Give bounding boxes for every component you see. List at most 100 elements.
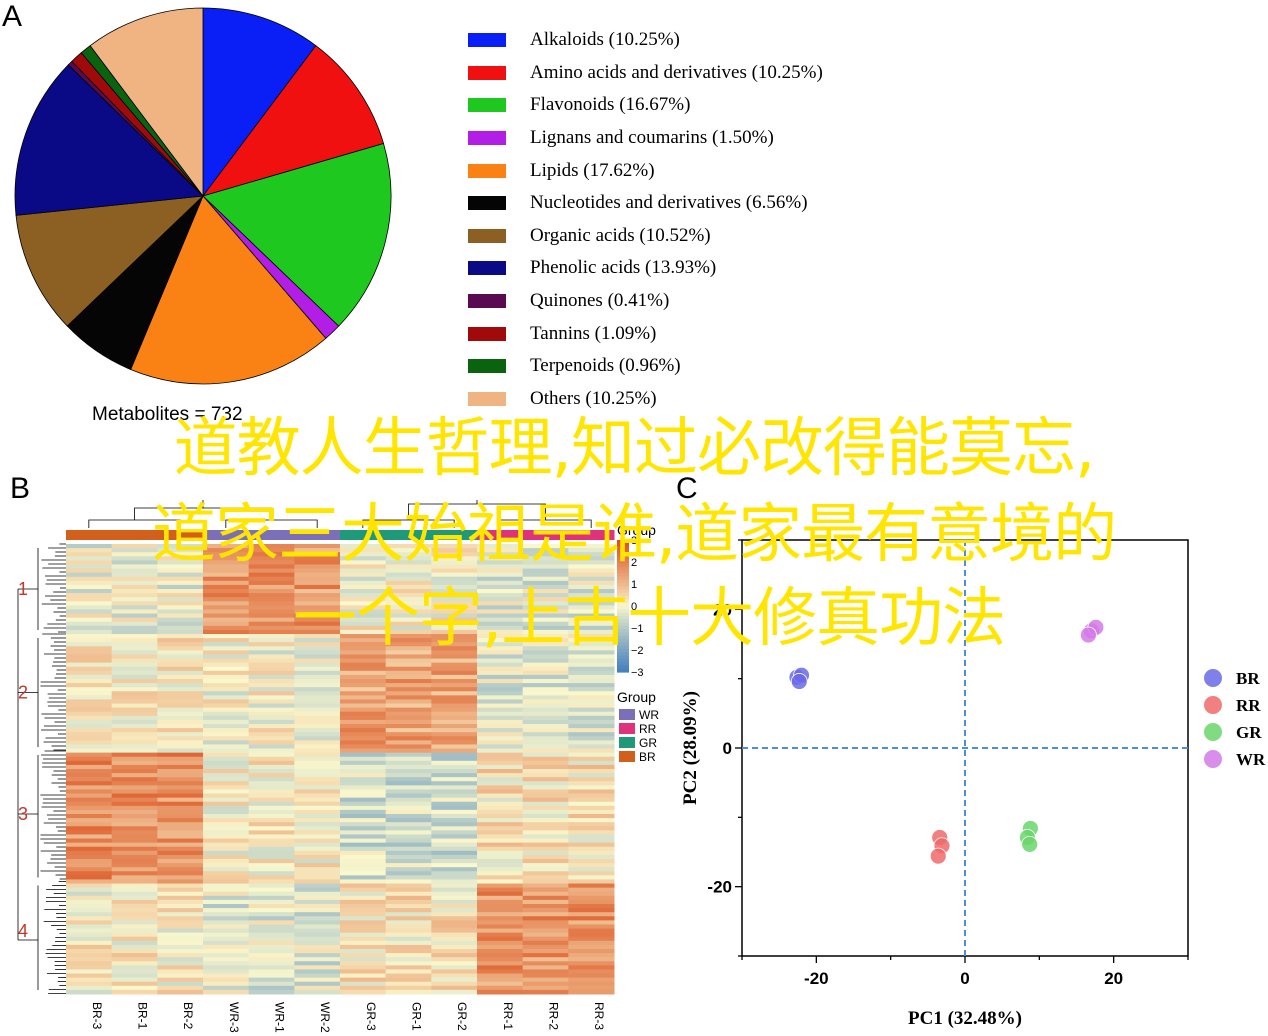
heatmap-cell — [568, 944, 615, 950]
heatmap-cell — [203, 576, 250, 582]
heatmap-cell — [294, 683, 341, 688]
heatmap-cell — [203, 732, 250, 737]
heatmap-cell — [568, 916, 615, 921]
heatmap-cell — [203, 961, 250, 966]
heatmap-cell — [522, 642, 569, 647]
heatmap-cell — [248, 793, 295, 799]
heatmap-cell — [111, 728, 158, 733]
heatmap-cell — [111, 654, 158, 660]
heatmap-cell — [294, 781, 341, 786]
color-scale-step — [617, 658, 629, 663]
heatmap-cell — [431, 568, 478, 574]
heatmap-cell — [477, 846, 524, 852]
heatmap-cell — [66, 863, 113, 868]
heatmap-cell — [340, 805, 387, 811]
y-tick-label: 20 — [713, 600, 732, 619]
heatmap-cell — [522, 683, 569, 688]
heatmap-cell — [477, 736, 524, 741]
heatmap-cell — [111, 916, 158, 921]
heatmap-cell — [340, 957, 387, 962]
panel-label-a: A — [2, 0, 23, 33]
heatmap-cell — [568, 760, 615, 766]
heatmap-cell — [477, 568, 524, 574]
heatmap-cell — [477, 691, 524, 696]
heatmap-cell — [477, 719, 524, 725]
heatmap-cell — [522, 895, 569, 901]
color-scale-step — [617, 665, 629, 670]
heatmap-cell — [203, 593, 250, 598]
heatmap-cell — [203, 826, 250, 831]
heatmap-cell — [248, 740, 295, 745]
heatmap-cell — [431, 760, 478, 766]
heatmap-cell — [294, 584, 341, 590]
heatmap-cell — [248, 658, 295, 664]
heatmap-cell — [66, 859, 113, 864]
heatmap-cell — [477, 699, 524, 705]
heatmap-cell — [477, 666, 524, 672]
heatmap-cell — [568, 969, 615, 975]
heatmap-cell — [385, 691, 432, 696]
legend-item: Amino acids and derivatives (10.25%) — [468, 57, 823, 90]
heatmap-cell — [568, 940, 615, 946]
heatmap-cell — [157, 777, 204, 782]
heatmap-cell — [477, 961, 524, 966]
color-scale-step — [617, 622, 629, 627]
heatmap-cell — [203, 908, 250, 913]
heatmap-cell — [568, 576, 615, 582]
heatmap-cell — [568, 936, 615, 942]
heatmap-cell — [248, 670, 295, 676]
heatmap-cell — [248, 777, 295, 782]
heatmap-cell — [477, 965, 524, 970]
heatmap-cell — [431, 613, 478, 619]
heatmap-cell — [477, 752, 524, 758]
heatmap-cell — [111, 863, 158, 868]
heatmap-cell — [157, 662, 204, 668]
heatmap-cell — [568, 920, 615, 925]
heatmap-cell — [66, 989, 113, 995]
heatmap-cell — [248, 961, 295, 966]
heatmap-cell — [157, 605, 204, 610]
heatmap-cell — [248, 642, 295, 647]
heatmap-cell — [203, 871, 250, 876]
heatmap-cell — [203, 719, 250, 725]
heatmap-cell — [203, 887, 250, 893]
heatmap-cell — [294, 605, 341, 610]
heatmap-cell — [340, 981, 387, 987]
heatmap-cell — [248, 584, 295, 590]
heatmap-cell — [522, 977, 569, 983]
heatmap-cell — [568, 773, 615, 778]
heatmap-cell — [294, 740, 341, 745]
heatmap-cell — [340, 785, 387, 790]
heatmap-cell — [66, 564, 113, 570]
heatmap-cell — [157, 920, 204, 925]
heatmap-cell — [294, 822, 341, 827]
heatmap-cell — [385, 724, 432, 729]
heatmap-cell — [248, 679, 295, 684]
heatmap-cell — [568, 818, 615, 823]
heatmap-cell — [157, 728, 204, 733]
heatmap-cell — [111, 830, 158, 835]
heatmap-cell — [248, 613, 295, 619]
heatmap-cell — [477, 891, 524, 897]
heatmap-cell — [248, 654, 295, 660]
heatmap-cell — [522, 601, 569, 606]
heatmap-cell — [294, 838, 341, 844]
heatmap-cell — [248, 580, 295, 586]
heatmap-cell — [111, 691, 158, 696]
heatmap-cell — [431, 830, 478, 835]
heatmap-cell — [111, 850, 158, 856]
heatmap-cell — [385, 859, 432, 864]
heatmap-cell — [431, 928, 478, 934]
heatmap-cell — [294, 703, 341, 709]
group-annotation-cell — [385, 530, 432, 540]
heatmap-cell — [431, 899, 478, 905]
heatmap-cell — [568, 544, 615, 549]
color-scale-tick: 1 — [631, 579, 637, 591]
heatmap-cell — [203, 642, 250, 647]
column-label: WR-3 — [227, 1002, 241, 1033]
heatmap-cell — [111, 961, 158, 966]
heatmap-cell — [157, 895, 204, 901]
heatmap-cell — [66, 625, 113, 631]
heatmap-cell — [477, 740, 524, 745]
heatmap-cell — [203, 711, 250, 717]
